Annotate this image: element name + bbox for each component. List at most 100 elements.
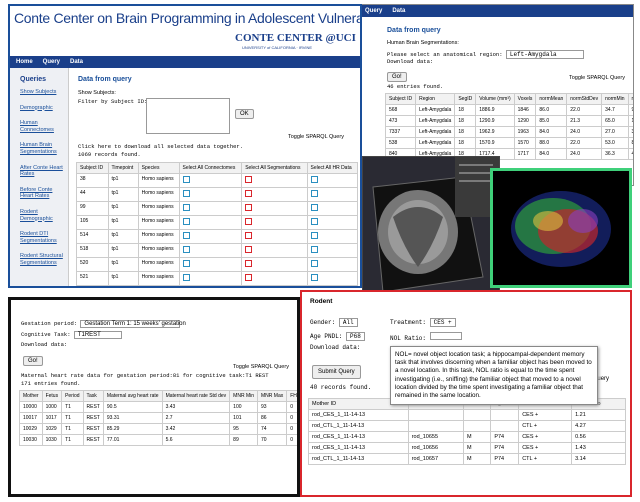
nav-link[interactable]: Query (365, 8, 383, 14)
sidebar-link[interactable]: Demographic (20, 104, 53, 111)
cell: Left-Amygdala (415, 137, 456, 149)
checkbox[interactable] (310, 190, 318, 197)
filter-label: Filter by Subject ID: (78, 98, 148, 105)
nav-bar: Home Query Data (10, 56, 360, 68)
checkbox[interactable] (182, 176, 190, 183)
checkbox[interactable] (182, 204, 190, 211)
cell: 99 (76, 201, 109, 216)
sidebar-link[interactable]: Human Connectomes (20, 120, 54, 133)
table-row: 514 tp1 Homo sapiens (76, 229, 358, 244)
checkbox[interactable] (310, 246, 318, 253)
tooltip: NOL= novel object location task; a hippo… (390, 346, 598, 406)
record-count: 46 entries found. (387, 83, 444, 90)
record-count: 171 entries found. (21, 380, 81, 387)
checkbox[interactable] (245, 274, 253, 281)
cell: tp1 (107, 271, 139, 286)
ok-button[interactable]: OK (235, 109, 254, 119)
label: Gender: (310, 319, 336, 326)
checkbox[interactable] (245, 190, 253, 197)
cell (490, 420, 520, 432)
submit-button[interactable]: Submit Query (312, 365, 361, 379)
sidebar-link[interactable]: Show Subjects (20, 89, 57, 95)
column-header: Select All Connectomes (178, 162, 243, 174)
checkbox[interactable] (245, 176, 253, 183)
cell: Homo sapiens (137, 243, 180, 258)
toggle-link[interactable]: Toggle SPARQL Query (233, 364, 289, 370)
sidebar-link[interactable]: Rodent DTI Segmentations (20, 231, 57, 244)
download-link[interactable]: Click here to download all selected data… (78, 143, 244, 150)
cell: 22.0 (566, 137, 603, 149)
region-row: Please select an anatomical region: Left… (387, 50, 584, 59)
cell: 84.0 (535, 148, 568, 160)
checkbox[interactable] (182, 246, 190, 253)
table-row: 44 tp1 Homo sapiens (76, 187, 358, 202)
checkbox[interactable] (182, 190, 190, 197)
toggle-link[interactable]: Toggle SPARQL Query (569, 75, 625, 81)
gender-select[interactable]: All (338, 318, 358, 327)
cell: rod_10657 (407, 453, 464, 465)
filter-input[interactable] (146, 98, 230, 134)
sidebar-link[interactable]: After Conte Heart Rates (20, 164, 63, 178)
cell: 1962.9 (475, 126, 515, 138)
cell: 1570.9 (475, 137, 515, 149)
cell: CES + (518, 442, 573, 454)
checkbox[interactable] (310, 232, 318, 239)
checkbox[interactable] (182, 232, 190, 239)
table-row: 99 tp1 Homo sapiens (76, 201, 358, 216)
sidebar-link[interactable]: Human Brain Segmentations (20, 142, 57, 155)
age-select[interactable]: P68 (346, 332, 365, 341)
checkbox[interactable] (310, 274, 318, 281)
cell: rod_10655 (407, 431, 464, 443)
column-header: normMax (627, 93, 633, 105)
mri-drawing (363, 157, 499, 301)
checkbox[interactable] (310, 260, 318, 267)
cell: Homo sapiens (137, 173, 180, 188)
cell: 24.0 (566, 126, 603, 138)
checkbox[interactable] (182, 260, 190, 267)
checkbox[interactable] (182, 218, 190, 225)
cell: 568 (384, 104, 417, 116)
go-button[interactable]: Go! (387, 72, 407, 82)
nav-link[interactable]: Data (70, 59, 84, 65)
cell: 1.43 (571, 442, 626, 454)
sidebar-link[interactable]: Rodent Structural Segmentations (20, 253, 63, 266)
checkbox-cell (306, 173, 358, 188)
period-select[interactable]: Gestation Term 1: 15 weeks' gestation (80, 320, 186, 328)
checkbox-cell (241, 187, 308, 202)
checkbox[interactable] (245, 204, 253, 211)
nav-link[interactable]: Home (16, 59, 33, 65)
treatment-select[interactable]: CES + (429, 318, 456, 327)
checkbox[interactable] (310, 218, 318, 225)
nol-input[interactable] (429, 332, 462, 340)
region-select[interactable]: Left-Amygdala (505, 50, 584, 59)
cell: 0 (286, 412, 297, 424)
nav-link[interactable]: Data (392, 8, 406, 14)
cell: tp1 (107, 229, 139, 244)
table-row: rod_CTL_1_11-14-13 rod_10657 M P74 CTL +3.14 (308, 453, 626, 465)
column-header: Volume (mm³) (475, 93, 515, 105)
checkbox[interactable] (245, 218, 253, 225)
cell: Homo sapiens (137, 271, 180, 286)
sidebar-link[interactable]: Rodent Demographic (20, 208, 53, 222)
checkbox-cell (178, 243, 243, 258)
toggle-link[interactable]: Toggle SPARQL Query (288, 134, 344, 140)
checkbox[interactable] (245, 246, 253, 253)
checkbox[interactable] (245, 260, 253, 267)
task-select[interactable]: T1REST (73, 331, 122, 339)
logo-subtitle: UNIVERSITY of CALIFORNIA · IRVINE (242, 45, 313, 50)
table-row: 473 Left-Amygdala 18 1290.9 1290 85.0 21.3 65.0… (384, 115, 633, 127)
cell: 0 (286, 423, 297, 435)
checkbox[interactable] (310, 176, 318, 183)
sidebar-link[interactable]: Before Conte Heart Rates (20, 186, 53, 200)
cell: 22.0 (566, 104, 603, 116)
column-header: Region (415, 93, 456, 105)
age-row: Age PNDL: P68 (310, 332, 365, 341)
nav-link[interactable]: Query (42, 59, 61, 65)
column-header: FHR Avg (286, 390, 297, 402)
checkbox-cell (306, 271, 358, 286)
go-button[interactable]: Go! (23, 356, 43, 366)
checkbox[interactable] (245, 232, 253, 239)
checkbox[interactable] (310, 204, 318, 211)
column-header: Select All Segmentations (241, 162, 308, 174)
checkbox[interactable] (182, 274, 190, 281)
